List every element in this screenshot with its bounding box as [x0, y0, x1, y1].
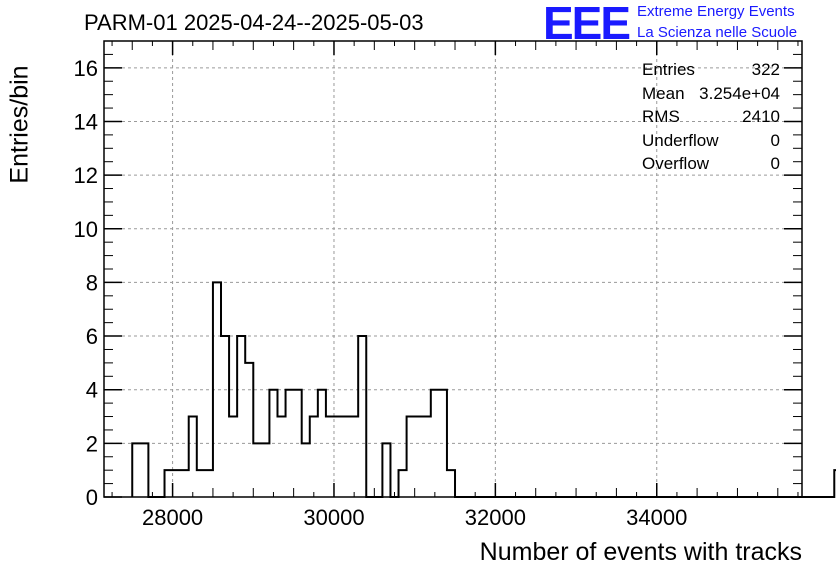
- x-tick-label: 32000: [465, 505, 526, 530]
- y-tick-label: 6: [86, 324, 98, 349]
- grid-lines: [104, 41, 802, 497]
- stats-row-entries: Entries 322: [642, 60, 780, 84]
- stats-label: Overflow: [642, 154, 710, 173]
- y-tick-label: 8: [86, 270, 98, 295]
- x-tick-label: 34000: [626, 505, 687, 530]
- stats-row-underflow: Underflow 0: [642, 131, 780, 155]
- logo-text-line2: La Scienza nelle Scuole: [637, 24, 798, 41]
- histogram-line: [131, 281, 836, 498]
- eee-logo: EEE: [543, 0, 631, 49]
- stats-label: Entries: [642, 60, 695, 79]
- stats-label: Underflow: [642, 130, 719, 150]
- y-tick-label: 4: [86, 378, 98, 403]
- y-tick-label: 10: [74, 217, 98, 242]
- stats-value: 0: [770, 154, 780, 173]
- stats-row-overflow: Overflow 0: [642, 154, 780, 178]
- logo-text-line1: Extreme Energy Events: [637, 3, 795, 20]
- stats-value: 322: [751, 60, 780, 79]
- stats-box: Entries 322 Mean 3.254e+04 RMS 2410 Unde…: [642, 60, 780, 178]
- y-tick-label: 2: [86, 431, 98, 456]
- x-tick-label: 30000: [303, 505, 364, 530]
- y-tick-label: 0: [86, 485, 98, 510]
- stats-label: RMS: [642, 107, 680, 126]
- chart-title: PARM-01 2025-04-24--2025-05-03: [84, 10, 424, 35]
- axis-tick-labels: 0 2 4 6 8 10 12 14 16 28000 30000 32000 34000: [74, 56, 688, 530]
- stats-value: 3.254e+04: [699, 83, 780, 103]
- y-axis-label: Entries/bin: [5, 65, 34, 184]
- y-tick-label: 14: [74, 109, 98, 134]
- x-tick-label: 28000: [142, 505, 203, 530]
- y-tick-label: 16: [74, 56, 98, 81]
- y-tick-label: 12: [74, 163, 98, 188]
- stats-row-mean: Mean 3.254e+04: [642, 84, 780, 108]
- stats-label: Mean: [642, 83, 685, 103]
- stats-row-rms: RMS 2410: [642, 107, 780, 131]
- x-axis-label: Number of events with tracks: [479, 538, 802, 566]
- stats-value: 0: [770, 130, 780, 150]
- stats-value: 2410: [742, 107, 780, 126]
